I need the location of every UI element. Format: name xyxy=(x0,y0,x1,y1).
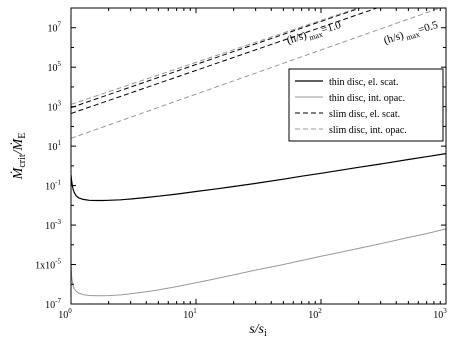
legend-label: slim disc, int. opac. xyxy=(329,125,407,136)
series-line-2-upper xyxy=(71,8,362,109)
x-tick-label: 100 xyxy=(58,307,72,321)
axis-titles: s/si Ṁcrit/ṀE xyxy=(10,133,267,339)
annotation-hs-max: (h/s)max=1.0 xyxy=(285,19,343,49)
series-line-1 xyxy=(71,228,446,297)
legend-label: slim disc, el. scat. xyxy=(329,109,400,120)
y-tick-label: 107 xyxy=(48,21,62,35)
tick-labels: 100 101 102 103 10-7 1x10-5 10-3 10-1 101 103 105 1… xyxy=(35,21,447,321)
y-tick-label: 10-1 xyxy=(45,179,61,193)
plot-frame xyxy=(70,7,447,305)
annotations: (h/s)max=1.0 (h/s)max=0.5 xyxy=(285,19,440,49)
y-tick-label: 105 xyxy=(48,60,62,74)
y-tick-label: 10-3 xyxy=(45,218,61,232)
legend-label: thin disc, el. scat. xyxy=(329,77,398,88)
axis-ticks xyxy=(70,7,447,305)
x-tick-label: 101 xyxy=(183,307,197,321)
y-tick-label: 101 xyxy=(48,139,62,153)
x-tick-label: 103 xyxy=(433,307,447,321)
legend-label: thin disc, int. opac. xyxy=(329,93,405,104)
plot-area xyxy=(71,8,446,297)
series-line-3-upper xyxy=(71,8,360,105)
legend: thin disc, el. scat. thin disc, int. opac… xyxy=(288,68,444,142)
x-axis-title: s/si xyxy=(249,322,267,339)
series-line-2-lower xyxy=(71,8,379,114)
annotation-hs-max: (h/s)max=0.5 xyxy=(382,19,440,49)
y-tick-label: 103 xyxy=(48,100,62,114)
y-tick-label: 10-7 xyxy=(45,297,61,311)
series-line-0 xyxy=(71,153,446,202)
y-axis-title: Ṁcrit/ṀE xyxy=(10,133,28,181)
y-tick-label: 1x10-5 xyxy=(35,258,61,272)
x-tick-label: 102 xyxy=(308,307,322,321)
series-line-3-lower xyxy=(71,8,442,139)
